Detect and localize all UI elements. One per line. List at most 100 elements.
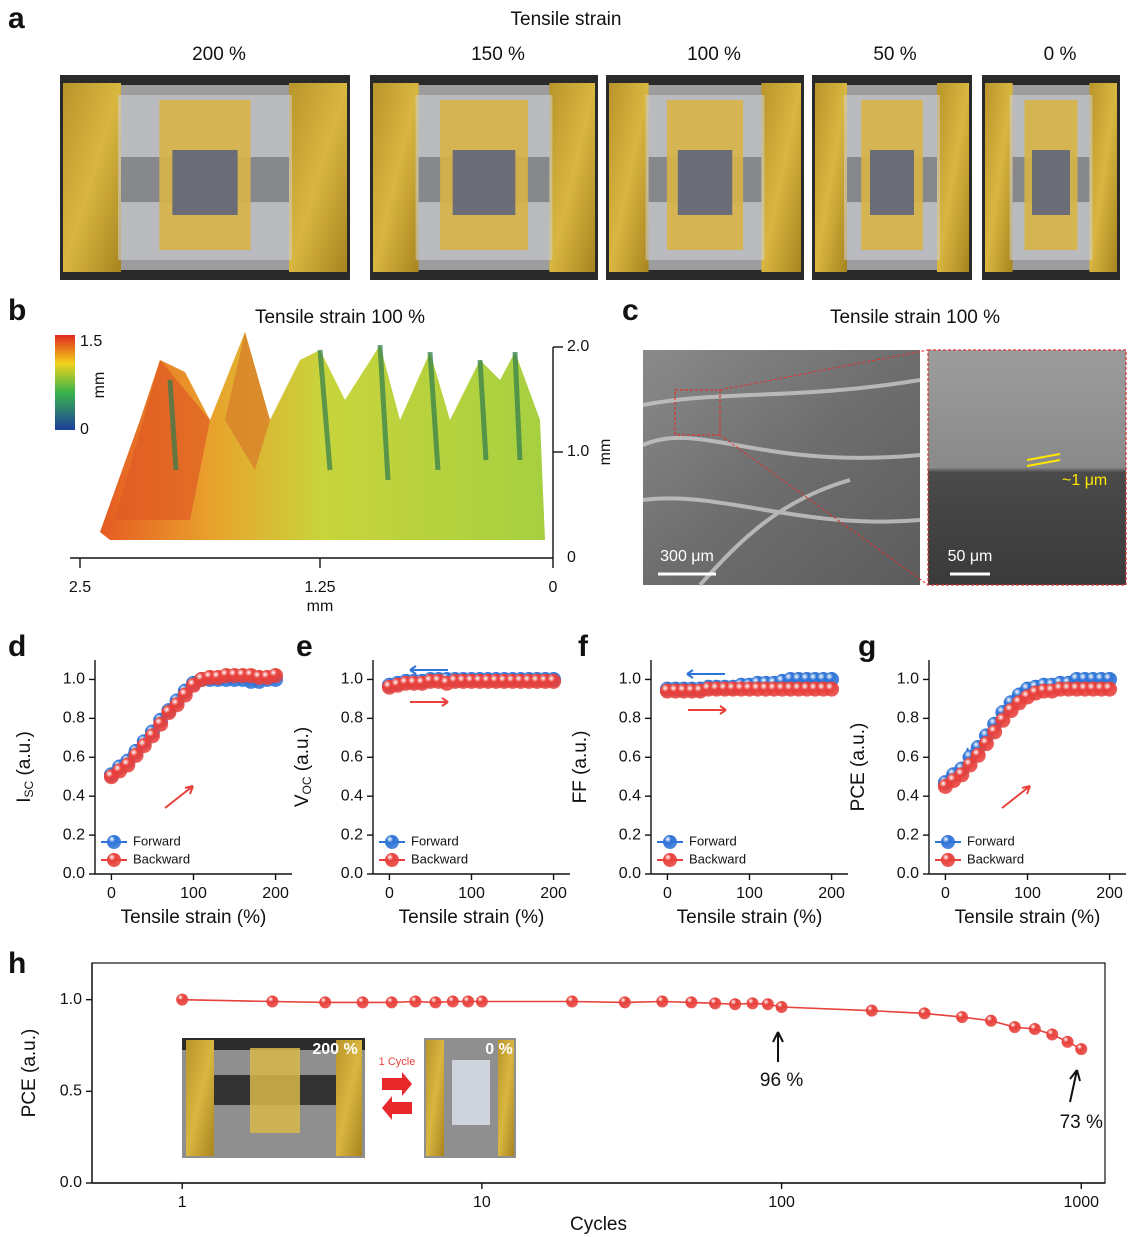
- x-tick-label: 200: [540, 885, 567, 902]
- data-point: [747, 997, 759, 1009]
- legend-label: Forward: [411, 833, 459, 848]
- data-point: [956, 1011, 968, 1023]
- surface: [100, 332, 545, 540]
- y-tick-label: 0.0: [341, 865, 363, 882]
- strain-label: 0 %: [1044, 44, 1077, 65]
- cycle-arrow: [382, 1072, 412, 1096]
- legend-marker: [385, 853, 399, 867]
- z-tick-label: 1.0: [567, 443, 589, 460]
- x-axis-label: Tensile strain (%): [121, 907, 267, 928]
- y-tick-label: 0.8: [341, 710, 363, 727]
- data-point: [619, 996, 631, 1008]
- z-tick-label: 2.0: [567, 338, 589, 355]
- y-tick-label: 1.0: [341, 671, 363, 688]
- data-point: [447, 996, 459, 1008]
- x-tick-label: 100: [1014, 885, 1041, 902]
- data-point: [476, 996, 488, 1008]
- gold-pad: [985, 83, 1013, 272]
- y-axis-label: PCE (a.u.): [19, 1029, 40, 1118]
- annotation-arrow: [773, 1032, 783, 1062]
- data-point: [429, 996, 441, 1008]
- x-tick-label: 0: [663, 885, 672, 902]
- inset-photo-part: [452, 1060, 490, 1125]
- y-tick-label: 0.0: [897, 865, 919, 882]
- data-point: [1009, 1021, 1021, 1033]
- data-point: [919, 1007, 931, 1019]
- y-tick-label: 0.8: [619, 710, 641, 727]
- data-point: [1075, 1043, 1087, 1055]
- colorbar-label: 0: [80, 421, 89, 438]
- y-tick-label: 1.0: [897, 671, 919, 688]
- x-axis-label: Tensile strain (%): [955, 907, 1101, 928]
- x-axis-label: mm: [307, 598, 334, 615]
- data-point: [462, 996, 474, 1008]
- data-point: [866, 1005, 878, 1017]
- panel-label: g: [858, 630, 876, 663]
- arrow: [688, 706, 726, 714]
- data-point: [566, 996, 578, 1008]
- gold-pad: [1089, 83, 1117, 272]
- device-core: [453, 150, 516, 215]
- gold-pad: [549, 83, 595, 272]
- gold-pad: [815, 83, 847, 272]
- scale-label: 300 μm: [660, 548, 714, 565]
- x-tick-label: 1000: [1063, 1194, 1099, 1211]
- y-tick-label: 0.0: [60, 1174, 82, 1191]
- arrow: [1002, 786, 1030, 808]
- y-axis-label: VOC (a.u.): [292, 727, 314, 807]
- data-point: [357, 996, 369, 1008]
- data-point: [1102, 682, 1117, 697]
- data-point: [176, 994, 188, 1006]
- y-label-tail: (a.u.): [14, 731, 35, 781]
- inset-photo-part: [426, 1040, 444, 1156]
- panel-label: a: [8, 2, 25, 35]
- data-point: [776, 1001, 788, 1013]
- y-tick-label: 0.2: [619, 826, 641, 843]
- panel-label: e: [296, 630, 313, 663]
- x-tick-label: 10: [473, 1194, 491, 1211]
- x-tick-label: 100: [180, 885, 207, 902]
- annotation: 96 %: [760, 1070, 803, 1091]
- y-label-sub: SC: [22, 781, 36, 798]
- colorbar: [55, 335, 75, 430]
- y-tick-label: 0.4: [63, 787, 85, 804]
- y-label-tail: (a.u.): [292, 727, 313, 777]
- legend-marker: [941, 853, 955, 867]
- data-point: [729, 998, 741, 1010]
- arrow: [165, 786, 193, 808]
- y-tick-label: 0.2: [63, 826, 85, 843]
- arrow: [687, 670, 725, 678]
- y-tick-label: 0.8: [897, 710, 919, 727]
- inset-label: 200 %: [312, 1041, 357, 1058]
- figure: a b c d e f g h Tensile strain 200 % 150…: [0, 0, 1132, 1237]
- panel-label: d: [8, 630, 26, 663]
- data-point: [709, 997, 721, 1009]
- gold-pad: [761, 83, 801, 272]
- y-tick-label: 0.5: [60, 1083, 82, 1100]
- strain-label: 50 %: [873, 44, 916, 65]
- panel-title: Tensile strain 100 %: [255, 307, 425, 328]
- panel-title: Tensile strain 100 %: [830, 307, 1000, 328]
- legend-marker: [941, 835, 955, 849]
- strain-label: 200 %: [192, 44, 246, 65]
- x-tick-label: 200: [262, 885, 289, 902]
- device-core: [870, 150, 914, 215]
- y-tick-label: 0.4: [619, 787, 641, 804]
- photo-group: [60, 75, 1120, 280]
- inset-photo-part: [250, 1048, 300, 1133]
- y-axis-label: FF (a.u.): [570, 731, 591, 804]
- x-tick-label: 0: [107, 885, 116, 902]
- y-label-sub: OC: [300, 776, 314, 794]
- legend-label: Backward: [689, 851, 746, 866]
- x-tick-label: 2.5: [69, 579, 91, 596]
- legend-label: Forward: [133, 833, 181, 848]
- x-axis-label: Tensile strain (%): [677, 907, 823, 928]
- data-point: [1029, 1023, 1041, 1035]
- x-axis-label: Cycles: [570, 1214, 627, 1235]
- data-point: [268, 668, 283, 683]
- legend-label: Backward: [133, 851, 190, 866]
- inset-arrow-label: 1 Cycle: [379, 1056, 416, 1068]
- legend-label: Forward: [689, 833, 737, 848]
- y-tick-label: 0.2: [341, 826, 363, 843]
- x-axis-label: Tensile strain (%): [399, 907, 545, 928]
